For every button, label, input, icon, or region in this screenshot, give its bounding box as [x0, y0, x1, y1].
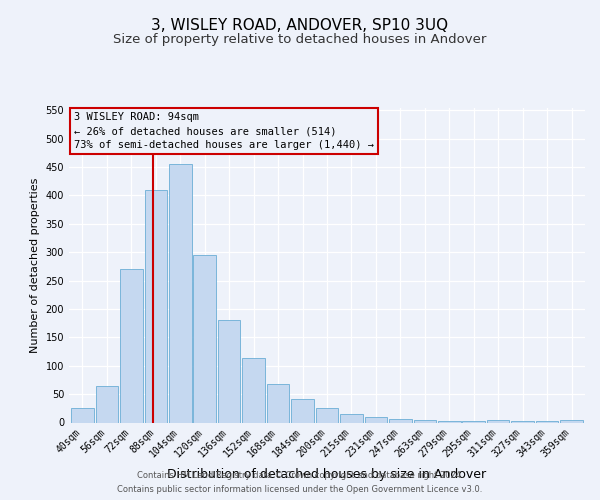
Bar [389, 418, 412, 422]
Bar [95, 386, 118, 422]
Bar [242, 358, 265, 422]
Text: 3 WISLEY ROAD: 94sqm
← 26% of detached houses are smaller (514)
73% of semi-deta: 3 WISLEY ROAD: 94sqm ← 26% of detached h… [74, 112, 374, 150]
Text: 3, WISLEY ROAD, ANDOVER, SP10 3UQ: 3, WISLEY ROAD, ANDOVER, SP10 3UQ [151, 18, 449, 32]
Bar [413, 420, 436, 422]
X-axis label: Distribution of detached houses by size in Andover: Distribution of detached houses by size … [167, 468, 487, 480]
Text: Size of property relative to detached houses in Andover: Size of property relative to detached ho… [113, 32, 487, 46]
Bar [218, 320, 241, 422]
Bar [169, 164, 191, 422]
Bar [193, 255, 216, 422]
Bar [316, 408, 338, 422]
Bar [365, 417, 387, 422]
Bar [291, 398, 314, 422]
Bar [438, 421, 461, 422]
Text: Contains HM Land Registry data © Crown copyright and database right 2024.: Contains HM Land Registry data © Crown c… [137, 472, 463, 480]
Bar [487, 420, 509, 422]
Bar [71, 408, 94, 422]
Bar [340, 414, 363, 422]
Bar [267, 384, 289, 422]
Bar [145, 190, 167, 422]
Y-axis label: Number of detached properties: Number of detached properties [30, 178, 40, 352]
Text: Contains public sector information licensed under the Open Government Licence v3: Contains public sector information licen… [118, 484, 482, 494]
Bar [560, 420, 583, 422]
Bar [120, 270, 143, 422]
